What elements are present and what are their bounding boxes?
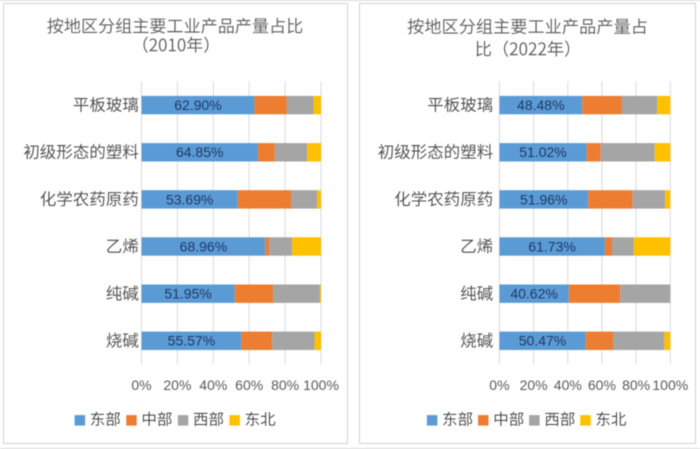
svg-text:60%: 60% [235, 377, 263, 393]
svg-text:51.95%: 51.95% [164, 286, 211, 302]
svg-text:60%: 60% [588, 377, 616, 393]
svg-text:62.90%: 62.90% [174, 97, 221, 113]
svg-text:61.73%: 61.73% [528, 238, 575, 254]
svg-text:100%: 100% [303, 377, 339, 393]
svg-text:80%: 80% [622, 377, 650, 393]
svg-text:51.96%: 51.96% [520, 191, 567, 207]
svg-text:55.57%: 55.57% [168, 333, 215, 349]
svg-text:0%: 0% [489, 377, 509, 393]
svg-text:100%: 100% [652, 377, 688, 393]
svg-text:51.02%: 51.02% [519, 144, 566, 160]
svg-text:68.96%: 68.96% [180, 238, 227, 254]
svg-text:0%: 0% [131, 377, 151, 393]
svg-text:40%: 40% [554, 377, 582, 393]
svg-text:50.47%: 50.47% [519, 333, 566, 349]
svg-text:20%: 20% [163, 377, 191, 393]
svg-text:53.69%: 53.69% [166, 191, 213, 207]
svg-text:80%: 80% [271, 377, 299, 393]
svg-text:48.48%: 48.48% [517, 97, 564, 113]
svg-text:40%: 40% [199, 377, 227, 393]
svg-text:20%: 20% [520, 377, 548, 393]
svg-text:40.62%: 40.62% [510, 286, 557, 302]
svg-text:64.85%: 64.85% [176, 144, 223, 160]
